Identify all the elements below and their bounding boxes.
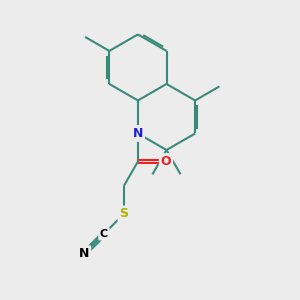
Text: S: S <box>119 207 128 220</box>
Text: O: O <box>161 155 171 168</box>
Text: N: N <box>133 127 143 140</box>
Text: N: N <box>79 247 89 260</box>
Text: C: C <box>100 229 108 239</box>
